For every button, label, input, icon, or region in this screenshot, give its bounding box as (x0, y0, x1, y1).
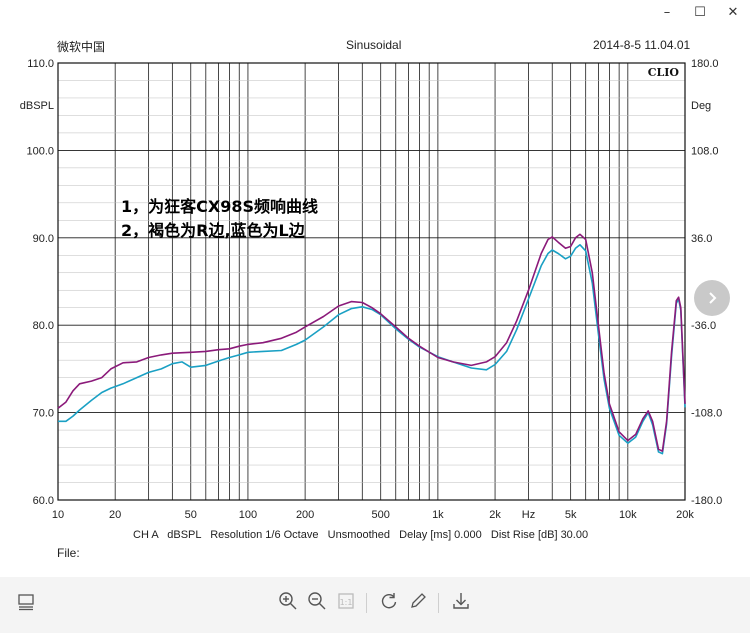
zoom-out-icon[interactable] (306, 590, 328, 612)
edit-icon[interactable] (407, 590, 429, 612)
y-tick-label: 60.0 (33, 495, 54, 507)
annotation-text: 2，褐色为R边,蓝色为L边 (121, 221, 306, 240)
x-tick-label: 100 (239, 509, 257, 521)
series-line-R (57, 233, 686, 452)
viewer-toolbar: 1:1 (0, 577, 750, 633)
y-right-tick-label: -108.0 (691, 408, 722, 420)
y-right-unit-label: Deg (691, 100, 711, 112)
actual-size-icon[interactable]: 1:1 (335, 590, 357, 612)
x-tick-label: 5k (565, 509, 577, 521)
x-tick-label: 20 (109, 509, 121, 521)
next-image-button[interactable] (694, 280, 730, 316)
plot-area (58, 63, 685, 500)
rotate-icon[interactable] (378, 590, 400, 612)
header-timestamp: 2014-8-5 11.04.01 (593, 38, 691, 52)
thumbnail-icon[interactable] (15, 591, 37, 613)
y-right-tick-label: 180.0 (691, 58, 719, 70)
x-tick-label: 10k (619, 509, 637, 521)
x-unit-label: Hz (522, 509, 535, 521)
toolbar-divider (366, 593, 367, 613)
x-tick-label: 10 (52, 509, 64, 521)
x-tick-label: 50 (185, 509, 197, 521)
file-label: File: (57, 546, 80, 560)
chart-title: Sinusoidal (346, 38, 402, 52)
x-tick-label: 500 (372, 509, 390, 521)
y-left-unit-label: dBSPL (20, 100, 54, 112)
x-tick-label: 1k (432, 509, 444, 521)
x-tick-label: 20k (676, 509, 694, 521)
download-icon[interactable] (450, 590, 472, 612)
zoom-in-icon[interactable] (277, 590, 299, 612)
minimize-button[interactable]: – (663, 5, 671, 20)
y-tick-label: 110.0 (27, 58, 54, 70)
frequency-response-chart: 60.0 70.0 80.0 90.0 100.0 110.0 -180.0 -108.0 -3… (20, 58, 722, 521)
svg-text:1:1: 1:1 (340, 598, 353, 607)
y-right-tick-label: 36.0 (691, 233, 712, 245)
clio-logo: CLIO (648, 66, 680, 79)
window-titlebar: – ☐ ✕ (0, 0, 750, 28)
status-line: CH A dBSPL Resolution 1/6 Octave Unsmoot… (133, 529, 589, 541)
toolbar-divider (438, 593, 439, 613)
maximize-button[interactable]: ☐ (694, 5, 706, 20)
y-right-tick-label: -180.0 (691, 495, 722, 507)
chevron-right-icon (709, 292, 717, 304)
header-left-text: 微软中国 (57, 40, 106, 54)
x-tick-label: 2k (489, 509, 501, 521)
y-right-tick-label: -36.0 (691, 320, 716, 332)
y-tick-label: 100.0 (26, 145, 54, 157)
annotation-text: 1，为狂客CX98S频响曲线 (121, 197, 318, 216)
plot-border (57, 62, 686, 501)
y-tick-label: 80.0 (33, 320, 54, 332)
y-right-tick-label: 108.0 (691, 145, 719, 157)
y-tick-label: 90.0 (33, 233, 54, 245)
y-tick-label: 70.0 (33, 408, 54, 420)
x-tick-label: 200 (296, 509, 314, 521)
close-button[interactable]: ✕ (727, 5, 739, 20)
